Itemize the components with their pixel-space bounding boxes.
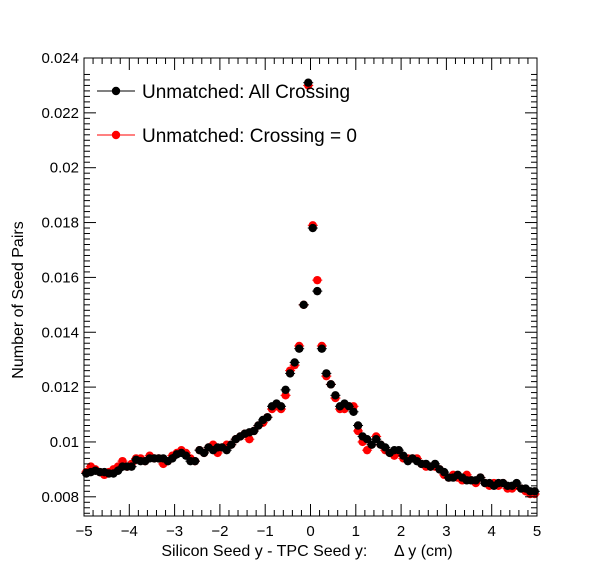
data-point <box>349 407 358 416</box>
x-tick-label: 4 <box>488 523 496 540</box>
x-tick-label: −4 <box>121 523 138 540</box>
data-point <box>313 286 322 296</box>
x-tick-label: 3 <box>442 523 450 540</box>
data-point <box>281 385 290 395</box>
x-tick-label: −5 <box>75 523 92 540</box>
y-axis-ticks: 0.008 0.01 0.012 0.014 0.016 0.018 0.02 0.022 0.… <box>41 50 537 514</box>
data-point <box>299 300 308 310</box>
x-tick-label: −3 <box>166 523 183 540</box>
x-tick-label: −1 <box>257 523 274 540</box>
x-tick-label: 1 <box>352 523 360 540</box>
data-point <box>331 391 340 400</box>
legend-marker <box>111 130 121 140</box>
data-point <box>285 369 295 378</box>
data-point <box>263 413 272 422</box>
data-point <box>313 275 322 285</box>
y-tick-label: 0.022 <box>41 105 79 122</box>
data-point <box>127 462 136 471</box>
y-tick-label: 0.01 <box>50 434 79 451</box>
y-tick-label: 0.018 <box>41 215 79 232</box>
y-tick-label: 0.012 <box>41 379 79 396</box>
series-all-crossing <box>81 78 540 496</box>
data-point <box>294 344 304 353</box>
y-tick-label: 0.02 <box>50 160 79 177</box>
data-point <box>190 456 200 466</box>
data-point <box>304 78 313 87</box>
y-axis-label: Number of Seed Pairs <box>10 221 27 378</box>
data-point <box>322 369 331 378</box>
x-tick-label: 5 <box>533 523 541 540</box>
x-axis-label: Silicon Seed y - TPC Seed y: Δ y (cm) <box>161 543 452 560</box>
data-point <box>317 344 327 353</box>
y-tick-label: 0.014 <box>41 324 79 341</box>
data-point <box>276 402 286 411</box>
legend-label: Unmatched: All Crossing <box>142 82 350 103</box>
x-axis-ticks: −5 −4 −3 −2 −1 0 1 2 3 4 5 <box>75 58 541 540</box>
data-point <box>353 421 363 430</box>
x-tick-label: 0 <box>306 523 314 540</box>
data-point <box>308 223 317 233</box>
legend: Unmatched: All Crossing Unmatched: Crossi… <box>97 82 357 147</box>
y-tick-label: 0.016 <box>41 269 79 286</box>
y-tick-label: 0.024 <box>41 50 79 67</box>
data-point <box>326 380 336 389</box>
y-tick-label: 0.008 <box>41 489 79 506</box>
legend-marker <box>111 86 121 96</box>
legend-label: Unmatched: Crossing = 0 <box>142 126 357 147</box>
data-markers <box>81 78 540 499</box>
x-tick-label: 2 <box>397 523 405 540</box>
x-tick-label: −2 <box>211 523 228 540</box>
data-point <box>290 358 299 367</box>
